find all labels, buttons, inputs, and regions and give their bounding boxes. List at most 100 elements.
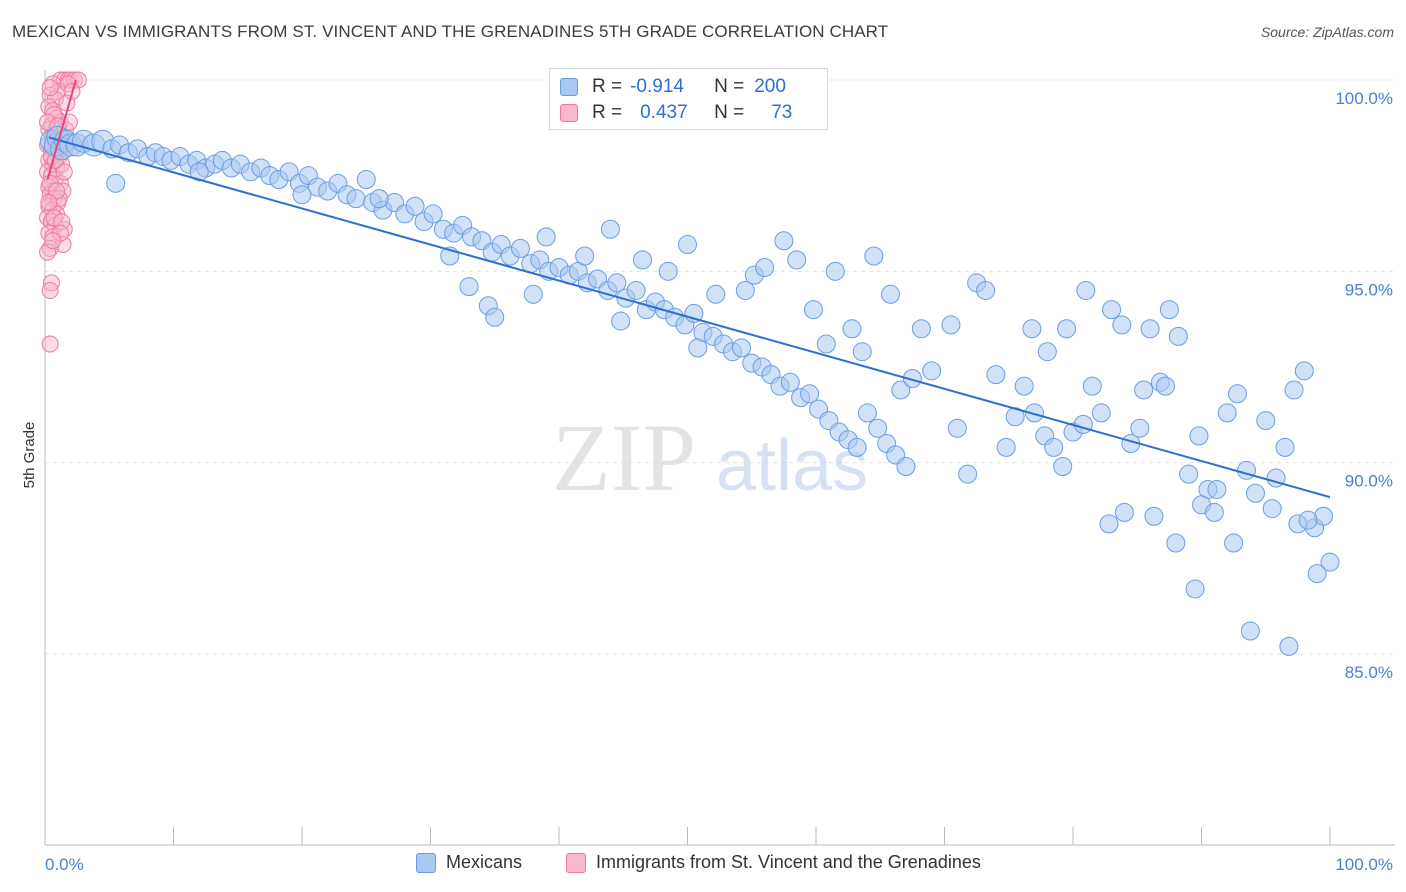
point-mexicans (611, 311, 631, 331)
legend-n-label: N = (714, 102, 745, 123)
point-mexicans (369, 189, 389, 209)
point-mexicans (1240, 621, 1260, 641)
series-blue-points (39, 125, 1340, 656)
point-mexicans (1076, 280, 1096, 300)
point-mexicans (1130, 418, 1150, 438)
point-mexicans (1217, 403, 1237, 423)
point-mexicans (706, 284, 726, 304)
point-mexicans (1022, 319, 1042, 339)
trendline-svg-immigrants (46, 79, 77, 180)
point-mexicans (774, 231, 794, 251)
legend-item-mexicans: Mexicans (416, 852, 522, 873)
point-mexicans (852, 342, 872, 362)
point-mexicans (731, 338, 751, 358)
point-mexicans (735, 280, 755, 300)
point-mexicans (1294, 361, 1314, 381)
legend-r-value: -0.914 (630, 76, 684, 97)
point-mexicans (1024, 403, 1044, 423)
point-mexicans (941, 315, 961, 335)
point-mexicans (346, 189, 366, 209)
source-label: Source: ZipAtlas.com (1260, 24, 1394, 40)
point-mexicans (1073, 414, 1093, 434)
point-mexicans (1057, 319, 1077, 339)
point-mexicans (868, 418, 888, 438)
point-mexicans (356, 169, 376, 189)
point-mexicans (800, 384, 820, 404)
point-mexicans (1053, 456, 1073, 476)
point-svg-immigrants (55, 163, 73, 181)
watermark-zip: ZIP (552, 404, 696, 511)
legend-swatch-pink (560, 104, 578, 122)
point-mexicans (1185, 579, 1205, 599)
point-mexicans (1320, 552, 1340, 572)
point-mexicans (633, 250, 653, 270)
point-mexicans (1082, 376, 1102, 396)
y-tick-label: 95.0% (1345, 280, 1393, 299)
legend-row-svg-immigrants: R = 0.437 N = 73 (560, 100, 792, 126)
legend-n-value: 73 (771, 102, 793, 123)
point-mexicans (755, 258, 775, 278)
x-tick-label: 0.0% (45, 855, 84, 874)
point-mexicans (523, 284, 543, 304)
y-tick-labels: 100.0% 95.0% 90.0% 85.0% (1335, 89, 1393, 682)
point-mexicans (1037, 342, 1057, 362)
point-mexicans (896, 456, 916, 476)
point-mexicans (847, 437, 867, 457)
x-tick-labels: 0.0% 100.0% (45, 855, 1393, 874)
point-mexicans (106, 173, 126, 193)
point-mexicans (292, 185, 312, 205)
legend-r-label: R = (592, 102, 623, 123)
legend-swatch-blue (560, 78, 578, 96)
point-mexicans (1179, 464, 1199, 484)
legend-swatch-blue (416, 852, 436, 873)
point-mexicans (658, 261, 678, 281)
point-mexicans (1140, 319, 1160, 339)
point-mexicans (1256, 411, 1276, 431)
point-mexicans (1275, 437, 1295, 457)
y-tick-label: 85.0% (1345, 663, 1393, 682)
point-mexicans (1207, 479, 1227, 499)
point-mexicans (189, 162, 209, 182)
series-pink-points (39, 71, 87, 353)
point-mexicans (842, 319, 862, 339)
legend-r-value: 0.437 (640, 102, 688, 123)
y-tick-label: 90.0% (1345, 472, 1393, 491)
legend-item-svg-immigrants: Immigrants from St. Vincent and the Gren… (566, 852, 981, 873)
point-mexicans (1227, 384, 1247, 404)
x-tick-label: 100.0% (1335, 855, 1393, 874)
point-mexicans (1014, 376, 1034, 396)
point-mexicans (678, 235, 697, 255)
point-mexicans (1204, 502, 1224, 522)
point-mexicans (986, 365, 1006, 385)
point-mexicans (459, 277, 479, 297)
point-mexicans (1236, 460, 1256, 480)
point-mexicans (1102, 300, 1122, 320)
point-mexicans (1262, 499, 1282, 519)
point-mexicans (1189, 426, 1209, 446)
point-mexicans (976, 280, 996, 300)
point-mexicans (1099, 514, 1119, 534)
point-mexicans (575, 246, 595, 266)
point-mexicans (607, 273, 627, 293)
trend-lines (46, 79, 1331, 499)
point-svg-immigrants (40, 193, 58, 211)
point-mexicans (1224, 533, 1244, 553)
point-mexicans (1114, 502, 1134, 522)
point-mexicans (485, 307, 505, 327)
legend-n-label: N = (714, 76, 745, 97)
point-mexicans (600, 219, 620, 239)
point-mexicans (423, 204, 443, 224)
point-mexicans (1279, 636, 1299, 656)
point-mexicans (1044, 437, 1064, 457)
point-mexicans (816, 334, 836, 354)
point-mexicans (922, 361, 942, 381)
point-mexicans (1134, 380, 1154, 400)
point-mexicans (958, 464, 978, 484)
point-svg-immigrants (41, 281, 59, 299)
point-mexicans (1307, 564, 1327, 584)
legend-row-mexicans: R = -0.914 N = 200 (560, 74, 786, 100)
point-mexicans (947, 418, 967, 438)
point-mexicans (1284, 380, 1304, 400)
point-mexicans (825, 261, 845, 281)
series-legend: Mexicans Immigrants from St. Vincent and… (0, 852, 1406, 878)
